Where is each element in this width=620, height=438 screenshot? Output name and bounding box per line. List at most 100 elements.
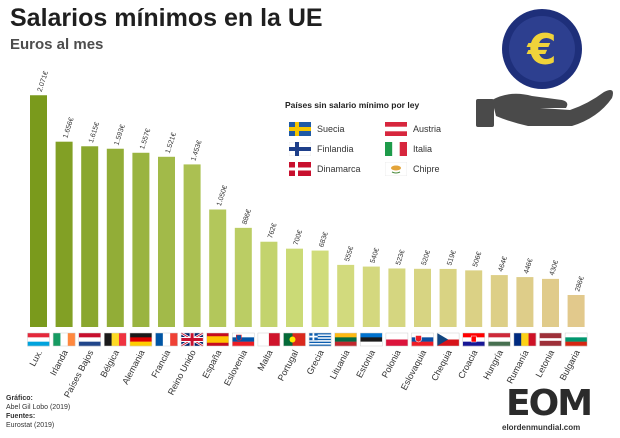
legend-item-austria: Austria bbox=[385, 122, 441, 136]
data-label: 506€ bbox=[472, 251, 484, 268]
legend-label: Italia bbox=[413, 144, 433, 154]
malta-flag-icon bbox=[257, 332, 281, 347]
tick-label: Irlanda bbox=[48, 348, 70, 377]
spain-flag-icon bbox=[206, 332, 229, 347]
uk-flag-icon bbox=[180, 331, 204, 348]
logo-word: EOM bbox=[506, 383, 593, 424]
legend-label: Chipre bbox=[413, 164, 440, 174]
belgium-flag-icon bbox=[104, 332, 127, 347]
bar-malta bbox=[260, 241, 278, 327]
italy-flag-icon bbox=[385, 142, 407, 156]
data-label: 540€ bbox=[370, 247, 382, 264]
bar-polonia bbox=[388, 268, 406, 327]
data-label: 762€ bbox=[267, 222, 279, 239]
lithuania-flag-icon bbox=[334, 332, 357, 347]
data-label: 683€ bbox=[318, 231, 330, 248]
data-label: 1.593€ bbox=[114, 124, 127, 147]
bar-bulgaria bbox=[567, 294, 585, 327]
data-label: 886€ bbox=[242, 208, 254, 225]
bar-pa-ses-bajos bbox=[81, 146, 99, 327]
data-label: 1.656€ bbox=[62, 117, 75, 140]
legend-item-finlandia: Finlandia bbox=[289, 142, 354, 156]
data-label: 1.453€ bbox=[190, 139, 203, 162]
sweden-flag-icon bbox=[289, 122, 311, 136]
slovakia-flag-icon bbox=[411, 332, 434, 347]
legend-label: Suecia bbox=[317, 124, 345, 134]
poland-flag-icon bbox=[385, 332, 409, 347]
data-label: 446€ bbox=[523, 258, 535, 275]
tick-label: Alemania bbox=[120, 348, 146, 386]
austria-flag-icon bbox=[385, 122, 407, 136]
tick-label: Letonia bbox=[534, 348, 557, 379]
logo-url: elordenmundial.com bbox=[502, 423, 581, 432]
source-grafico-value: Abel Gil Lobo (2019) bbox=[6, 404, 71, 411]
luxembourg-flag-icon bbox=[27, 332, 50, 347]
bar-estonia bbox=[362, 266, 380, 327]
data-label: 520€ bbox=[421, 249, 433, 266]
source-fuentes-label: Fuentes: bbox=[6, 413, 36, 420]
tick-label: Lituania bbox=[328, 348, 352, 381]
tick-label: Bélgica bbox=[98, 348, 121, 379]
legend-title: Países sin salario mínimo por ley bbox=[285, 100, 420, 110]
chart-title: Salarios mínimos en la UE bbox=[10, 4, 323, 32]
data-label: 1.521€ bbox=[165, 132, 178, 155]
germany-flag-icon bbox=[129, 332, 153, 347]
bar-alemania bbox=[132, 152, 150, 327]
eom-logo: EOM elordenmundial.com bbox=[500, 383, 615, 435]
euro-coin-hand-icon: € bbox=[476, 9, 613, 127]
tick-label: Grecia bbox=[305, 348, 326, 376]
estonia-flag-icon bbox=[360, 332, 383, 347]
slovenia-flag-icon bbox=[232, 332, 255, 347]
data-label: 464€ bbox=[498, 256, 510, 273]
hungary-flag-icon bbox=[488, 332, 511, 347]
legend: Países sin salario mínimo por ley Suecia… bbox=[285, 100, 475, 180]
bar-eslovaquia bbox=[414, 268, 431, 327]
data-label: 700€ bbox=[293, 229, 305, 246]
legend-item-chipre: Chipre bbox=[385, 162, 440, 176]
legend-label: Dinamarca bbox=[317, 164, 361, 174]
bar-letonia bbox=[542, 278, 559, 327]
denmark-flag-icon bbox=[289, 162, 311, 176]
portugal-flag-icon bbox=[283, 332, 306, 347]
tick-label: Lux. bbox=[27, 348, 44, 368]
bar-eslovenia bbox=[234, 227, 252, 327]
bar-chequia bbox=[439, 268, 457, 327]
data-label: 519€ bbox=[446, 249, 458, 266]
data-label: 523€ bbox=[395, 249, 407, 266]
legend-label: Austria bbox=[413, 124, 442, 134]
ireland-flag-icon bbox=[52, 332, 76, 347]
tick-label: Eslovaquia bbox=[399, 348, 429, 392]
finland-flag-icon bbox=[289, 142, 311, 156]
source-grafico-label: Gráfico: bbox=[6, 395, 33, 402]
tick-label: Croacia bbox=[456, 348, 479, 380]
legend-item-italia: Italia bbox=[385, 142, 432, 156]
tick-label: Portugal bbox=[276, 348, 301, 382]
data-label: 1.050€ bbox=[216, 184, 229, 207]
source-fuentes-value: Eurostat (2019) bbox=[6, 422, 55, 429]
tick-label: Polonia bbox=[380, 348, 403, 379]
data-label: 2.071€ bbox=[37, 70, 50, 93]
bar-lituania bbox=[337, 264, 355, 327]
data-label: 555€ bbox=[344, 245, 356, 262]
tick-label: Estonia bbox=[354, 348, 377, 379]
bar-hungr-a bbox=[490, 275, 508, 327]
tick-label: Chequia bbox=[429, 348, 454, 382]
bar-b-lgica bbox=[106, 148, 124, 327]
data-label: 430€ bbox=[549, 259, 561, 276]
latvia-flag-icon bbox=[539, 332, 562, 347]
bar-irlanda bbox=[55, 141, 73, 327]
czechia-flag-icon bbox=[436, 332, 460, 347]
data-label: 286€ bbox=[574, 276, 586, 293]
tick-label: Bulgaria bbox=[558, 348, 582, 382]
greece-flag-icon bbox=[308, 332, 332, 347]
cyprus-flag-icon bbox=[385, 162, 407, 176]
svg-text:€: € bbox=[526, 25, 556, 74]
netherlands-flag-icon bbox=[78, 332, 101, 347]
france-flag-icon bbox=[155, 332, 178, 347]
data-label: 1.615€ bbox=[88, 121, 101, 144]
romania-flag-icon bbox=[513, 332, 537, 347]
bar-lux- bbox=[30, 95, 47, 327]
bar-portugal bbox=[286, 248, 303, 327]
chart-subtitle: Euros al mes bbox=[10, 36, 104, 53]
